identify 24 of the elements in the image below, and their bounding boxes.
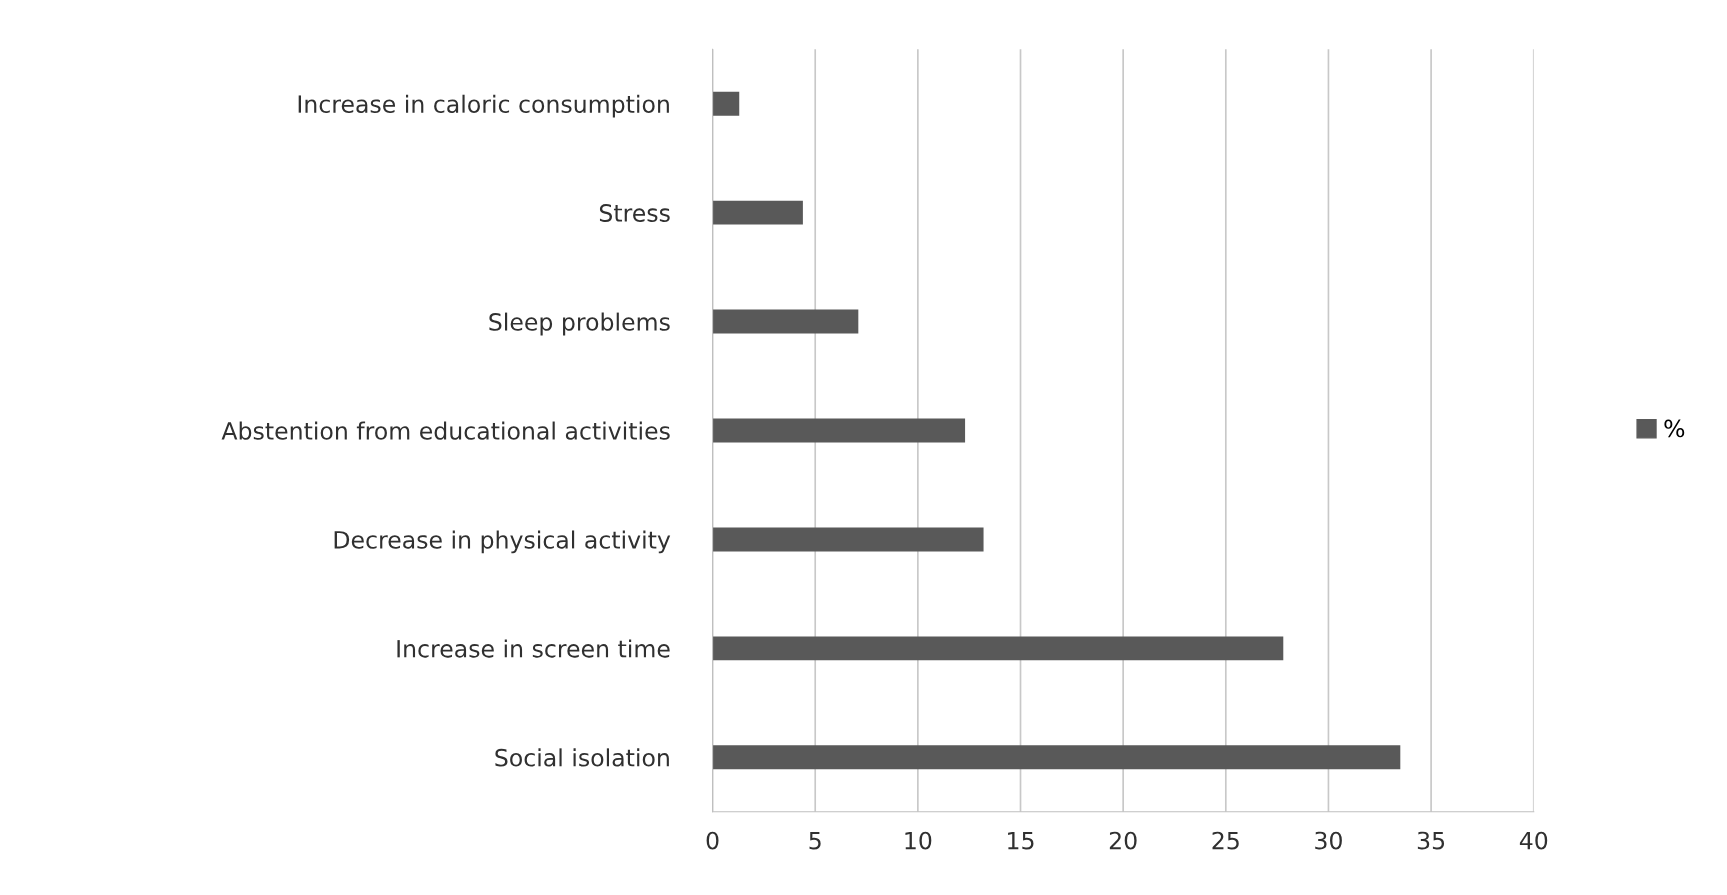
x-tick-label: 0	[706, 831, 719, 850]
bar	[712, 636, 1284, 661]
y-tick-label: Abstention from educational activities	[221, 421, 670, 440]
x-tick-label: 25	[1212, 831, 1239, 850]
y-tick-label: Decrease in physical activity	[334, 530, 671, 554]
bar	[712, 418, 966, 443]
bar	[712, 200, 803, 225]
y-tick-label: Increase in caloric consumption	[298, 94, 669, 118]
bar	[712, 745, 1401, 770]
x-tick-label: 10	[905, 831, 932, 850]
y-tick-label: Sleep problems	[489, 312, 670, 336]
x-tick-label: 5	[809, 831, 821, 850]
x-tick-label: 40	[1519, 831, 1548, 850]
legend-label: %	[1664, 419, 1685, 438]
y-tick-label: Stress	[599, 204, 670, 222]
x-tick-label: 20	[1109, 831, 1137, 850]
x-tick-label: 35	[1417, 831, 1445, 850]
y-tick-label: Social isolation	[495, 748, 669, 767]
x-tick-label: 15	[1008, 831, 1034, 850]
bar	[712, 309, 859, 334]
bar	[712, 91, 740, 116]
x-tick-label: 30	[1315, 831, 1342, 850]
y-tick-label: Increase in screen time	[397, 639, 670, 658]
bar	[712, 527, 984, 552]
